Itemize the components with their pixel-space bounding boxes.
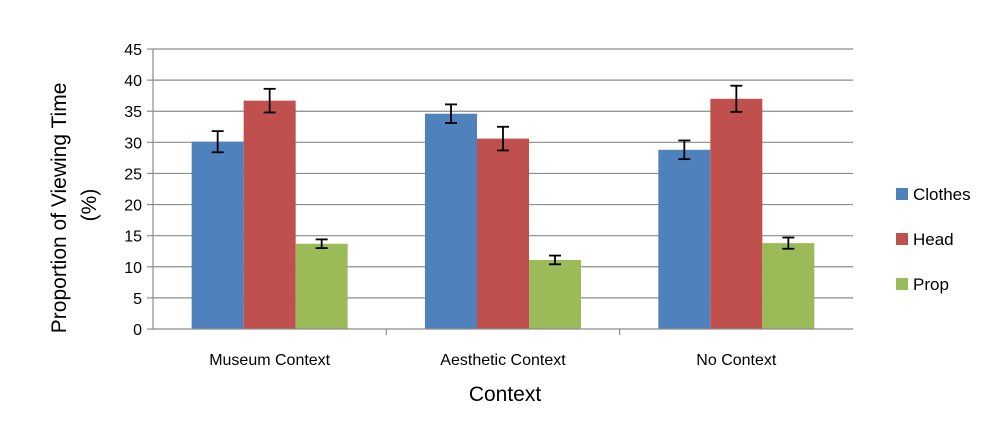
legend-swatch-clothes — [896, 188, 908, 200]
legend-label-clothes: Clothes — [913, 185, 971, 204]
bar-clothes — [658, 149, 711, 329]
legend-swatch-head — [896, 233, 908, 245]
y-tick-label: 35 — [124, 104, 142, 121]
x-category-label: No Context — [696, 352, 777, 369]
bar-head — [243, 100, 296, 330]
x-category-label: Aesthetic Context — [440, 352, 566, 369]
legend-label-prop: Prop — [913, 275, 949, 294]
x-axis-title: Context — [469, 383, 542, 406]
y-tick-label: 15 — [124, 229, 142, 246]
legend-swatch-prop — [896, 278, 908, 290]
axes — [152, 49, 853, 335]
y-axis-title-line-1: Proportion of Viewing Time — [48, 83, 71, 334]
x-category-labels: Museum Context Aesthetic Context No Contex… — [209, 352, 777, 369]
bars — [191, 98, 815, 330]
y-tick-label: 40 — [124, 73, 142, 90]
y-tick-label: 10 — [124, 260, 142, 277]
error-bars — [211, 84, 795, 266]
bar-prop — [295, 243, 348, 329]
y-tick-label: 5 — [133, 291, 142, 308]
y-tick-labels: 0 5 10 15 20 25 30 35 40 45 — [124, 42, 142, 339]
y-axis-title: Proportion of Viewing Time (%) — [48, 77, 101, 333]
x-category-label: Museum Context — [209, 352, 330, 369]
y-tick-label: 45 — [124, 42, 142, 59]
bar-head — [710, 98, 763, 330]
bar-prop — [529, 259, 581, 329]
y-tick-label: 20 — [124, 198, 142, 215]
legend: Clothes Head Prop — [896, 185, 971, 294]
bar-clothes — [191, 141, 244, 329]
y-tick-label: 30 — [124, 135, 142, 152]
y-tick-label: 25 — [124, 166, 142, 183]
bar-prop — [762, 243, 815, 329]
y-axis-title-line-2: (%) — [78, 189, 101, 222]
bar-head — [477, 138, 529, 329]
y-tick-label: 0 — [133, 322, 142, 339]
legend-label-head: Head — [913, 230, 954, 249]
bar-clothes — [425, 113, 477, 329]
